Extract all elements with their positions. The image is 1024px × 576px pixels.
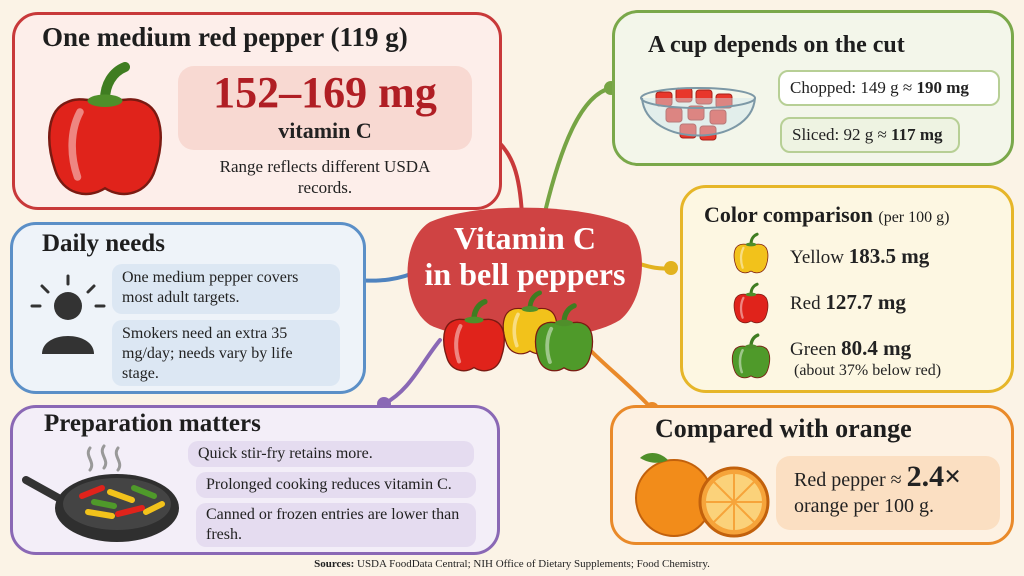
graphic (115, 505, 145, 517)
graphic (640, 453, 668, 463)
graphic (695, 89, 713, 105)
amount-box: 152–169 mg vitamin C (178, 66, 472, 150)
panel-title: Preparation matters (44, 410, 261, 437)
prep-item: Canned or frozen entries are lower than … (196, 503, 476, 547)
graphic (640, 87, 756, 109)
panel-title: Daily needs (42, 230, 165, 257)
graphic (732, 232, 770, 275)
color-name: Red (790, 293, 821, 314)
qualifier: (per 100 g) (878, 209, 950, 226)
graphic (641, 97, 756, 137)
graphic (107, 489, 135, 503)
graphic (131, 485, 157, 499)
center-line: in bell peppers (424, 256, 626, 292)
graphic (91, 499, 117, 509)
person-icon (30, 274, 106, 354)
orange-line: Red pepper ≈ 2.4× (794, 462, 982, 495)
graphic (79, 485, 105, 499)
color-title: Color comparison (704, 202, 873, 227)
color-value: 80.4 mg (841, 336, 912, 360)
panel-title: Color comparison (per 100 g) (704, 202, 949, 228)
pan-image (22, 444, 179, 542)
amount-unit: vitamin C (278, 118, 372, 143)
sources: Sources: USDA FoodData Central; NIH Offi… (0, 558, 1024, 570)
prep-item: Prolonged cooking reduces vitamin C. (196, 472, 476, 498)
graphic (655, 87, 733, 141)
color-row: Yellow 183.5 mg (790, 244, 929, 269)
graphic (713, 481, 755, 523)
graphic (79, 485, 165, 519)
red-pepper-image (40, 62, 170, 202)
orange-image (635, 453, 770, 538)
color-row: Green 80.4 mg (790, 336, 911, 361)
graphic (664, 261, 678, 275)
color-value: 127.7 mg (825, 290, 906, 314)
graphic (40, 284, 50, 294)
cup-row: Chopped: 149 g ≈ 190 mg (778, 70, 1000, 106)
graphic (22, 476, 66, 504)
color-name: Green (790, 339, 837, 360)
graphic (715, 93, 733, 109)
graphic (143, 501, 165, 515)
daily-item: Smokers need an extra 35 mg/day; needs v… (112, 320, 340, 386)
graphic (543, 86, 613, 214)
panel-title: A cup depends on the cut (648, 32, 905, 58)
color-name: Yellow (790, 247, 845, 268)
sources-label: Sources: (314, 558, 355, 570)
color-value: 183.5 mg (848, 244, 930, 268)
cut-value: 117 mg (891, 125, 943, 144)
cut-label: Chopped: 149 g ≈ (790, 78, 913, 97)
graphic (730, 333, 772, 380)
graphic (382, 338, 442, 406)
graphic (42, 336, 94, 354)
cup-row: Sliced: 92 g ≈ 117 mg (780, 117, 960, 153)
amount: 152–169 mg (213, 68, 437, 117)
color-note: (about 37% below red) (794, 362, 942, 379)
sources-text: USDA FoodData Central; NIH Office of Die… (357, 558, 710, 570)
center-line: Vitamin C (454, 220, 596, 256)
graphic (732, 282, 770, 325)
orange-rest: orange per 100 g. (794, 495, 934, 517)
graphic (63, 478, 171, 530)
graphic (86, 446, 94, 472)
graphic (30, 274, 106, 308)
cut-value: 190 mg (916, 78, 969, 97)
graphic (49, 67, 160, 194)
graphic (86, 444, 122, 472)
graphic (54, 292, 82, 320)
graphic (86, 284, 96, 294)
color-row: Red 127.7 mg (790, 290, 906, 315)
graphic (687, 105, 705, 121)
panel-title: One medium red pepper (119 g) (42, 22, 408, 52)
center-blob (407, 207, 642, 340)
note: Range reflects different USDA records. (219, 157, 431, 197)
daily-item: One medium pepper covers most adult targ… (112, 264, 340, 314)
prep-item: Quick stir-fry retains more. (188, 441, 474, 467)
graphic (100, 444, 108, 470)
orange-ratio: 2.4× (906, 460, 962, 493)
orange-label: Red pepper ≈ (794, 469, 902, 491)
graphic (588, 348, 654, 411)
orange-box: Red pepper ≈ 2.4× orange per 100 g. (776, 456, 1000, 530)
center-title: Vitamin C in bell peppers (405, 220, 645, 292)
graphic (709, 109, 727, 125)
bowl-image (640, 87, 756, 141)
cut-label: Sliced: 92 g ≈ (792, 125, 887, 144)
graphic (114, 446, 122, 472)
graphic (706, 474, 762, 530)
panel-title: Compared with orange (655, 414, 912, 443)
graphic (85, 509, 115, 519)
color-peppers (730, 232, 772, 380)
